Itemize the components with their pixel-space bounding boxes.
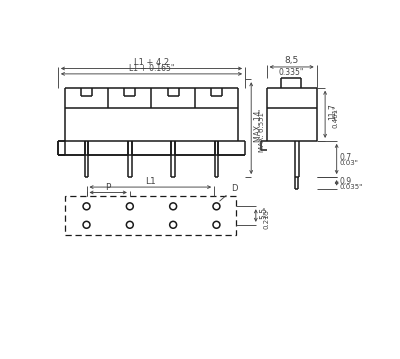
Text: 0.035": 0.035": [340, 184, 363, 190]
Text: MAX. 14: MAX. 14: [254, 110, 263, 141]
Text: P: P: [106, 183, 111, 192]
Text: 8,5: 8,5: [284, 56, 299, 65]
Text: L1: L1: [145, 177, 156, 186]
Text: 0.461": 0.461": [333, 105, 339, 128]
Text: 0.03": 0.03": [340, 160, 359, 166]
Text: 5,5: 5,5: [259, 207, 268, 219]
Text: 11,7: 11,7: [328, 104, 337, 120]
Text: 0.215": 0.215": [264, 206, 270, 229]
Text: 0.335": 0.335": [279, 68, 304, 77]
Text: D: D: [220, 184, 238, 201]
Text: L1 + 0.165": L1 + 0.165": [129, 65, 174, 74]
Text: 0,9: 0,9: [340, 177, 352, 186]
Text: 0,7: 0,7: [340, 153, 352, 162]
Bar: [65, 196, 236, 235]
Text: MAX. 0.551": MAX. 0.551": [259, 109, 265, 152]
Text: L1 + 4,2: L1 + 4,2: [134, 58, 169, 67]
